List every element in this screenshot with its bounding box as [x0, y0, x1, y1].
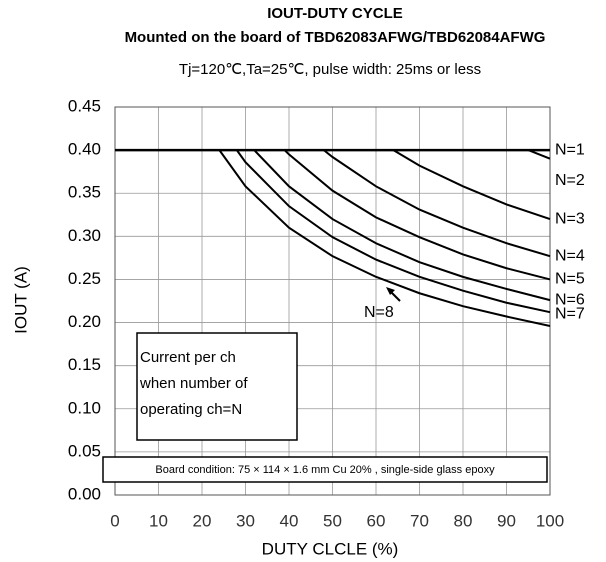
x-tick-label: 10	[149, 511, 168, 530]
arrow-head	[386, 287, 395, 295]
y-tick-label: 0.20	[68, 312, 101, 331]
y-tick-label: 0.25	[68, 269, 101, 288]
board-text: Board condition: 75 × 114 × 1.6 mm Cu 20…	[155, 464, 495, 476]
series-label: N=8	[364, 304, 394, 321]
x-tick-label: 40	[280, 511, 299, 530]
series-label: N=7	[555, 305, 585, 322]
note-text: operating ch=N	[140, 401, 242, 418]
y-tick-label: 0.10	[68, 398, 101, 417]
x-tick-label: 100	[536, 511, 564, 530]
y-axis-label: IOUT (A)	[11, 266, 30, 334]
x-tick-label: 60	[367, 511, 386, 530]
series-line	[235, 149, 551, 314]
note-text: when number of	[139, 375, 248, 392]
series-line	[218, 149, 551, 327]
chart-subtitle: Mounted on the board of TBD62083AFWG/TBD…	[125, 29, 546, 46]
x-tick-label: 20	[193, 511, 212, 530]
conditions: Tj=120℃,Ta=25℃, pulse width: 25ms or les…	[179, 61, 481, 78]
plot-frame	[114, 106, 551, 496]
series-label: N=4	[555, 247, 585, 264]
board-box	[102, 456, 548, 483]
x-tick-label: 70	[410, 511, 429, 530]
y-tick-label: 0.45	[68, 96, 101, 115]
series-line	[253, 149, 551, 302]
series-line	[323, 149, 551, 258]
y-tick-label: 0.05	[68, 441, 101, 460]
series-line	[527, 149, 551, 160]
series-label: N=1	[555, 141, 585, 158]
chart-title: IOUT-DUTY CYCLE	[267, 5, 403, 22]
x-tick-label: 90	[497, 511, 516, 530]
y-tick-label: 0.15	[68, 355, 101, 374]
y-tick-label: 0.35	[68, 183, 101, 202]
x-axis-label: DUTY CLCLE (%)	[262, 539, 399, 558]
series-label: N=2	[555, 172, 585, 189]
series-label: N=6	[555, 291, 585, 308]
x-tick-label: 80	[454, 511, 473, 530]
y-tick-label: 0.00	[68, 484, 101, 503]
y-tick-label: 0.40	[68, 140, 101, 159]
note-text: Current per ch	[140, 349, 236, 366]
series-line	[283, 149, 551, 281]
series-label: N=5	[555, 271, 585, 288]
x-tick-label: 0	[110, 511, 119, 530]
note-box	[136, 332, 298, 441]
x-tick-label: 30	[236, 511, 255, 530]
y-tick-label: 0.30	[68, 226, 101, 245]
series-label: N=3	[555, 210, 585, 227]
x-tick-label: 50	[323, 511, 342, 530]
series-line	[392, 149, 551, 221]
